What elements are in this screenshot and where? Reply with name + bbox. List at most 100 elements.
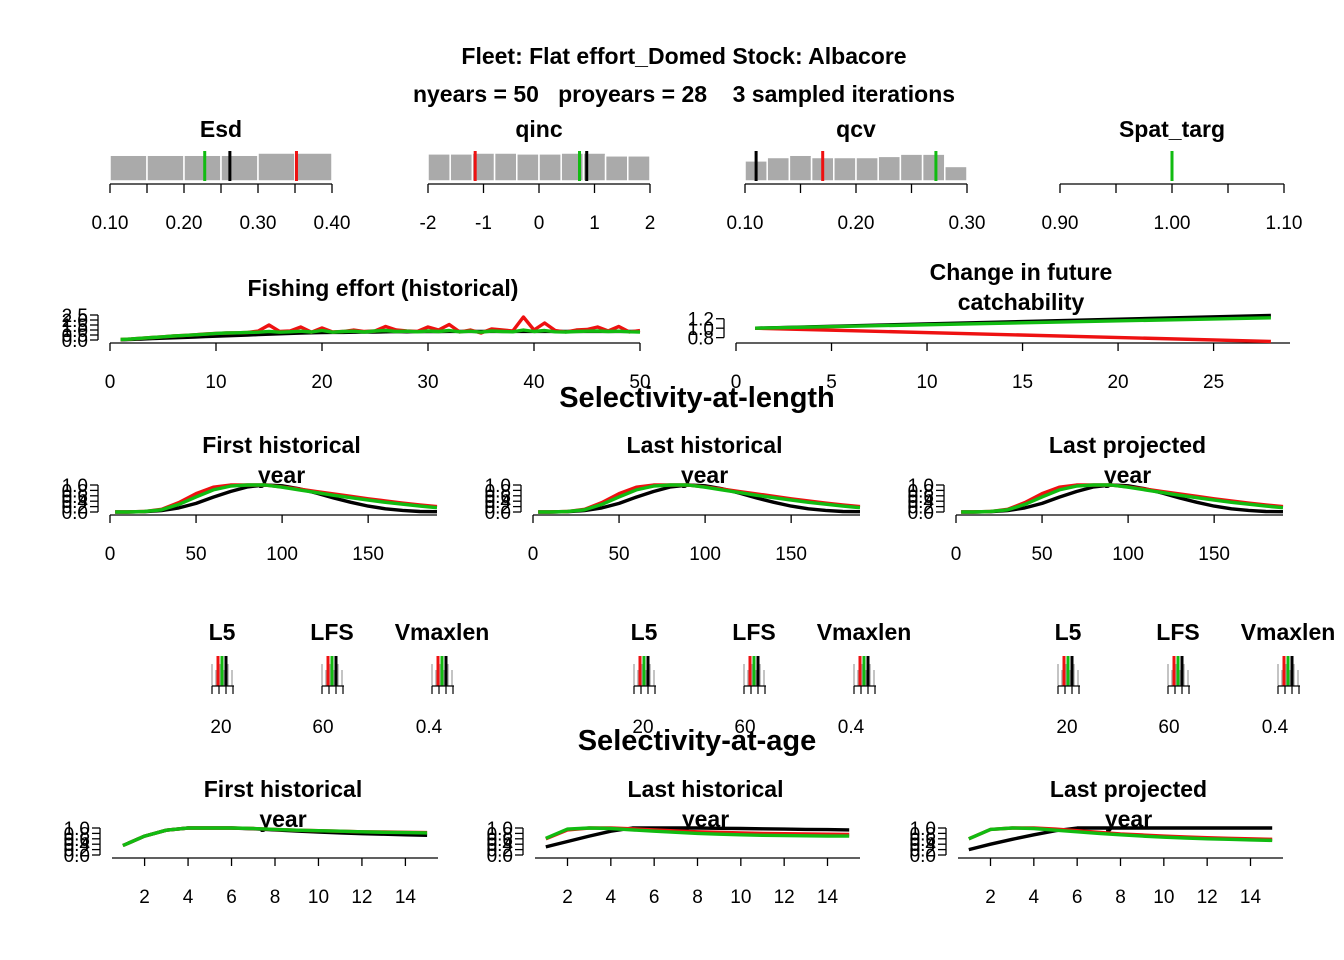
x-tick-label: 0.90 [1042,213,1079,234]
panel-title-line: Last projected [1049,432,1206,458]
y-tick-label: 0.0 [910,846,936,867]
x-tick-label: 8 [1115,887,1126,908]
y-tick-label: 0.0 [485,503,511,524]
histogram-bar [220,154,259,182]
x-tick-label: 10 [916,372,937,393]
x-tick-label: 0.30 [240,213,277,234]
x-tick-label: 4 [606,887,617,908]
x-tick-label: 12 [351,887,372,908]
x-tick-label: 1.00 [1154,213,1191,234]
x-tick-label: 0.20 [166,213,203,234]
x-tick-label: 0 [731,372,742,393]
y-tick-label: 0.5 [62,326,88,347]
param-tick-label: 60 [1158,717,1179,738]
histogram-qcv: qcv 0.10 0.20 0.30 [727,116,986,234]
x-tick-label: 12 [1197,887,1218,908]
series-line-iteration-3 [755,316,1271,330]
histogram-spat: Spat_targ 0.90 1.00 1.10 [1042,116,1303,234]
x-tick-label: 15 [1012,372,1033,393]
param-tick-label: 20 [210,717,231,738]
x-tick-label: 14 [1240,887,1262,908]
histogram-bar [183,154,222,182]
y-tick-label: 0.4 [64,835,91,856]
y-tick-label: 0.8 [688,329,714,350]
y-tick-label: 0.8 [485,481,511,502]
series-line-iteration-3 [115,483,438,514]
x-tick-label: 8 [270,887,281,908]
y-tick-label: 0.0 [62,503,88,524]
histogram-qinc: qinc -2 -1 0 1 2 [420,116,656,234]
histogram-bar [766,156,791,182]
param-label: Vmaxlen [395,619,490,645]
histogram-bar [921,153,946,182]
series-line-iteration-3 [120,328,641,342]
y-tick-label: 1.0 [62,476,88,497]
y-tick-label: 0.4 [910,835,937,856]
y-tick-label: 0.0 [64,846,90,867]
y-tick-label: 0.6 [908,487,934,508]
histogram-title: Spat_targ [1119,116,1225,142]
y-tick-label: 1.0 [688,319,714,340]
x-tick-label: 12 [774,887,795,908]
y-tick-label: 1.0 [64,819,90,840]
x-tick-label: 1 [589,213,600,234]
series-line-iteration-3 [545,826,850,840]
x-tick-label: 20 [311,372,332,393]
length-params-panel-1: L5 20 LFS 60 Vmaxlen 0.4 [209,619,490,738]
x-tick-label: 150 [775,544,807,565]
series-line-iteration-1 [545,826,850,849]
y-tick-label: 2.5 [62,306,88,327]
x-tick-label: 150 [1198,544,1230,565]
histogram-bar [449,153,474,182]
y-tick-label: 0.0 [62,331,88,352]
histogram-title: qcv [836,116,876,142]
param-tick-label: 20 [632,717,653,738]
x-tick-label: 0 [105,544,116,565]
x-tick-label: 10 [308,887,329,908]
y-tick-label: 0.2 [62,498,88,519]
series-line-iteration-3 [968,826,1273,843]
x-tick-label: -2 [420,213,437,234]
histogram-title: qinc [515,116,562,142]
x-tick-label: 25 [1203,372,1224,393]
param-label: LFS [732,619,775,645]
fleet-stock-title: Fleet: Flat effort_Domed Stock: Albacore [461,43,906,69]
histogram-bar [899,153,924,182]
histogram-bar [833,156,857,182]
x-tick-label: 8 [692,887,703,908]
x-tick-label: 100 [1112,544,1144,565]
series-line-iteration-1 [968,826,1273,852]
length-params-panel-3: L5 20 LFS 60 Vmaxlen 0.4 [1055,619,1336,738]
x-tick-label: 10 [205,372,226,393]
panel-title-line: catchability [958,289,1085,315]
param-tick-label: 60 [312,717,333,738]
panel-title-line: First historical [204,776,362,802]
histogram-bar [493,152,518,182]
param-label: Vmaxlen [817,619,912,645]
iterations-subtitle: nyears = 50 proyears = 28 3 sampled iter… [413,81,955,107]
histogram-bar [146,154,185,182]
panel-title-line: First historical [202,432,360,458]
x-tick-label: 2 [562,887,573,908]
series-line-iteration-3 [538,483,861,514]
x-tick-label: 0 [528,544,539,565]
x-tick-label: 40 [523,372,544,393]
y-tick-label: 0.8 [64,824,90,845]
histogram-bar [427,153,451,182]
x-tick-label: 2 [139,887,150,908]
x-tick-label: 0.20 [838,213,875,234]
histogram-bar [627,155,651,182]
y-tick-label: 0.6 [910,830,936,851]
histogram-bar [944,165,968,182]
histogram-bar [604,155,629,182]
param-label: L5 [1055,619,1082,645]
param-label: Vmaxlen [1241,619,1336,645]
x-tick-label: 6 [649,887,660,908]
x-tick-label: 0 [951,544,962,565]
x-tick-label: 5 [826,372,837,393]
